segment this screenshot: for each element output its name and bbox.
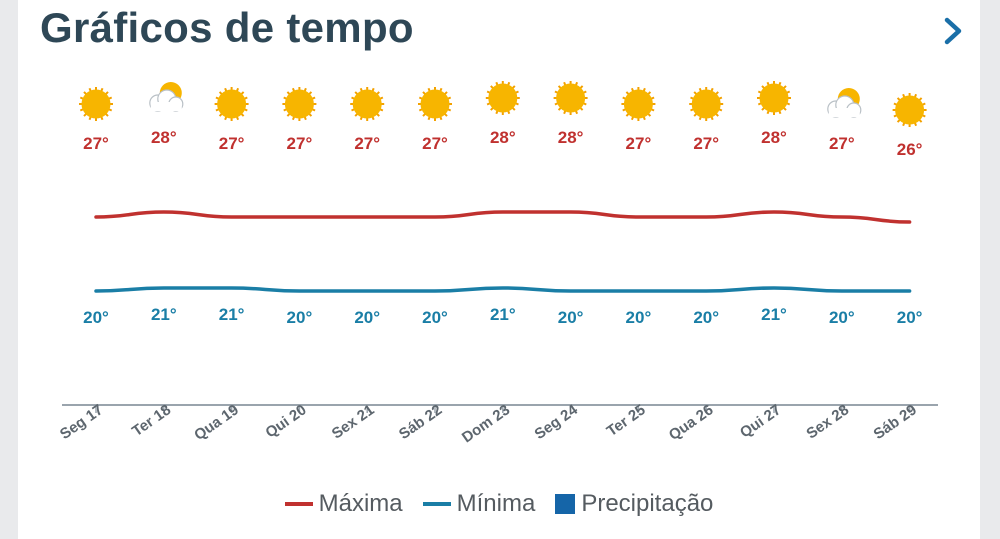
max-temp-label: 27° (83, 134, 109, 153)
x-tick-label: Seg 17 (57, 401, 106, 443)
sun-icon (214, 87, 249, 121)
legend-swatch-max (284, 502, 313, 506)
sun-icon (282, 87, 317, 121)
min-temp-label: 21° (490, 305, 516, 324)
legend-swatch-min (422, 502, 451, 506)
sun-icon (621, 87, 656, 121)
legend-label-max: Máxima (318, 490, 403, 517)
min-temp-label: 21° (219, 305, 245, 324)
temperature-chart: 27° 20° Seg 17 28° 21° Ter 18 27° 21° Qua 19 27° 2… (57, 81, 938, 446)
x-tick-label: Seg 24 (532, 401, 582, 443)
min-temp-label: 20° (354, 308, 380, 327)
sun-icon (350, 87, 385, 121)
max-temperature-line (94, 210, 912, 224)
min-temp-label: 20° (287, 308, 313, 327)
max-temp-label: 27° (354, 134, 380, 153)
min-temp-label: 20° (897, 308, 923, 327)
partly-cloudy-icon (827, 88, 862, 118)
x-tick-label: Sáb 22 (396, 401, 445, 443)
min-temp-label: 20° (558, 308, 584, 327)
legend-item-min[interactable]: Mínima (422, 490, 536, 518)
legend-label-min: Mínima (456, 490, 536, 517)
max-temp-label: 27° (422, 134, 448, 153)
min-temperature-line (94, 286, 912, 293)
max-temp-label: 27° (693, 134, 719, 153)
sun-icon (553, 81, 588, 115)
partly-cloudy-icon (149, 82, 184, 112)
x-tick-label: Qua 26 (666, 401, 717, 444)
min-temp-label: 20° (83, 308, 109, 327)
x-tick-label: Sáb 29 (871, 401, 920, 443)
min-temp-label: 21° (761, 305, 787, 324)
x-tick-label: Ter 25 (604, 401, 649, 440)
page-title: Gráficos de tempo (40, 4, 414, 51)
x-tick-label: Qua 19 (191, 401, 242, 444)
chevron-right-icon[interactable] (938, 14, 968, 48)
x-tick-label: Dom 23 (459, 401, 513, 446)
min-temp-label: 20° (693, 308, 719, 327)
x-tick-label: Sex 21 (329, 401, 378, 442)
sun-icon (689, 87, 724, 121)
sun-icon (757, 81, 791, 115)
max-temp-label: 28° (151, 128, 177, 147)
sun-icon (418, 87, 452, 121)
max-temp-label: 28° (761, 128, 787, 147)
legend-item-max[interactable]: Máxima (284, 490, 403, 518)
chart-legend: Máxima Mínima Precipitação (18, 490, 980, 518)
x-tick-label: Qui 27 (737, 401, 784, 441)
min-temp-label: 20° (829, 308, 855, 327)
max-temp-label: 27° (829, 134, 855, 153)
max-temp-label: 26° (897, 140, 923, 159)
min-temp-label: 21° (151, 305, 177, 324)
min-temp-label: 20° (422, 308, 448, 327)
sun-icon (485, 81, 520, 115)
sun-icon (79, 87, 113, 121)
x-tick-label: Sex 28 (803, 401, 852, 442)
x-tick-label: Qui 20 (262, 401, 309, 441)
min-temp-label: 20° (626, 308, 652, 327)
legend-swatch-precip (555, 494, 576, 514)
legend-item-precip[interactable]: Precipitação (555, 490, 713, 518)
max-temp-label: 27° (219, 134, 245, 153)
max-temp-label: 27° (626, 134, 652, 153)
max-temp-label: 28° (558, 128, 584, 147)
sun-icon (892, 93, 927, 127)
max-temp-label: 28° (490, 128, 516, 147)
max-temp-label: 27° (287, 134, 313, 153)
weather-chart-card: Gráficos de tempo 27° 20° Seg 17 28° 21° Ter … (18, 0, 980, 539)
legend-label-precip: Precipitação (581, 490, 714, 517)
x-tick-label: Ter 18 (129, 401, 174, 440)
